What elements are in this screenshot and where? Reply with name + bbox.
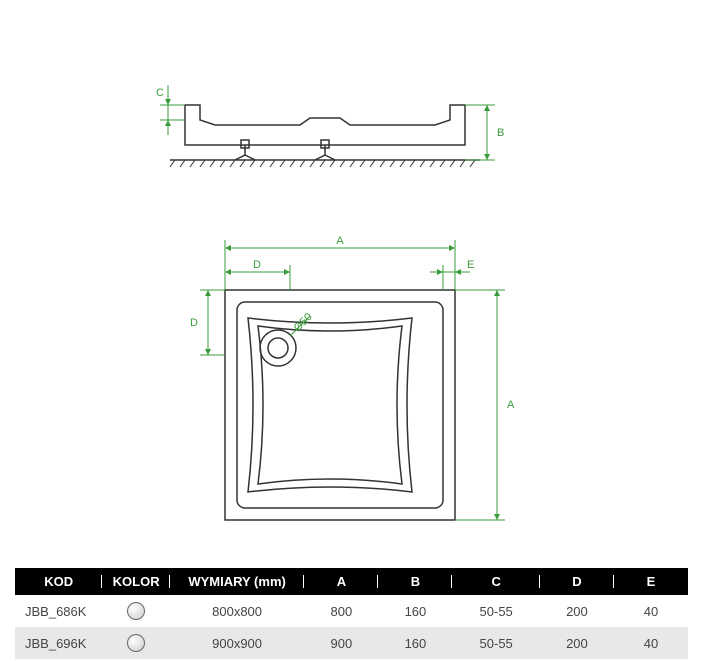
col-header: E (614, 568, 688, 595)
svg-text:E: E (467, 259, 474, 271)
side-view: C B (156, 85, 504, 167)
col-header: WYMIARY (mm) (170, 568, 305, 595)
svg-text:B: B (497, 127, 504, 139)
col-header: A (304, 568, 378, 595)
dim-B: B (465, 105, 504, 160)
col-header: B (378, 568, 452, 595)
dim-E-h: E (430, 259, 474, 290)
top-view: Ø50 A D E (190, 235, 515, 520)
dim-A-v: A (455, 290, 515, 520)
spec-table: KODKOLORWYMIARY (mm)ABCDE JBB_686K800x80… (15, 568, 688, 659)
svg-text:C: C (156, 87, 164, 99)
svg-text:D: D (253, 259, 261, 271)
technical-drawing: C B Ø50 A (0, 0, 703, 560)
dim-D-h: D (225, 259, 290, 290)
dim-C: C (156, 85, 185, 135)
col-header: D (540, 568, 614, 595)
dim-D-v: D (190, 290, 225, 355)
svg-text:A: A (507, 399, 515, 411)
col-header: KOLOR (102, 568, 169, 595)
svg-text:A: A (336, 235, 344, 247)
col-header: C (452, 568, 539, 595)
svg-text:D: D (190, 317, 198, 329)
color-swatch (127, 602, 145, 620)
col-header: KOD (15, 568, 102, 595)
table-row: JBB_686K800x80080016050-5520040 (15, 595, 688, 627)
color-swatch (127, 634, 145, 652)
table-row: JBB_696K900x90090016050-5520040 (15, 627, 688, 659)
